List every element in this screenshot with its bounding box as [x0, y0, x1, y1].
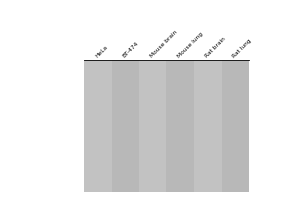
Bar [167, 60, 194, 192]
Text: BT-474: BT-474 [122, 41, 140, 59]
Bar [84, 60, 249, 192]
Text: Mouse brain: Mouse brain [149, 30, 178, 59]
Text: Rat brain: Rat brain [204, 37, 227, 59]
Bar [194, 60, 221, 192]
Bar [84, 60, 112, 192]
Bar [112, 60, 139, 192]
Bar [221, 60, 249, 192]
Text: Rat lung: Rat lung [232, 38, 253, 59]
Text: HeLa: HeLa [94, 45, 108, 59]
Text: Mouse lung: Mouse lung [177, 31, 204, 59]
Bar [139, 60, 166, 192]
